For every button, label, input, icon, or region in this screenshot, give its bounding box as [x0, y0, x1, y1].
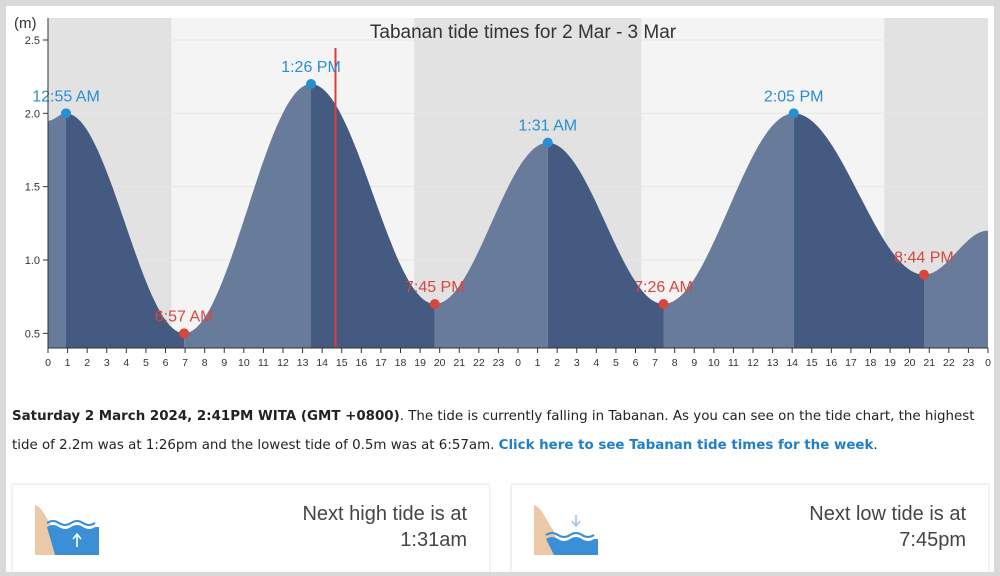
- y-tick-label-4: 2.5: [25, 35, 40, 47]
- x-tick-label-24: 0: [515, 357, 521, 369]
- next-high-tide-card: Next high tide is at 1:31am: [12, 484, 490, 572]
- high-tide-label-2: 1:26 PM: [281, 59, 341, 76]
- x-tick-label-1: 1: [65, 357, 71, 369]
- y-tick-label-1: 1.0: [25, 255, 40, 267]
- y-tick-label-2: 1.5: [25, 182, 40, 194]
- next-low-tide-time: 7:45pm: [899, 529, 966, 551]
- low-tide-point-7: [918, 269, 929, 280]
- falling-tide-area-7: [793, 113, 924, 348]
- x-tick-label-29: 5: [613, 357, 619, 369]
- x-tick-label-2: 2: [84, 357, 90, 369]
- current-date-time: Saturday 2 March 2024, 2:41PM WITA (GMT …: [12, 409, 400, 424]
- tide-description: Saturday 2 March 2024, 2:41PM WITA (GMT …: [12, 402, 992, 460]
- x-tick-label-19: 19: [414, 357, 426, 369]
- x-tick-label-15: 15: [336, 357, 348, 369]
- high-tide-label-0: 12:55 AM: [32, 88, 100, 105]
- x-tick-label-12: 12: [277, 357, 289, 369]
- x-tick-label-0: 0: [45, 357, 51, 369]
- falling-tide-area-1: [66, 113, 185, 348]
- x-tick-label-8: 8: [202, 357, 208, 369]
- high-tide-point-4: [542, 137, 553, 148]
- x-tick-label-6: 6: [163, 357, 169, 369]
- x-tick-label-47: 23: [963, 357, 975, 369]
- chart-title: Tabanan tide times for 2 Mar - 3 Mar: [370, 22, 677, 43]
- x-tick-label-28: 4: [593, 357, 599, 369]
- x-tick-label-13: 13: [297, 357, 309, 369]
- x-tick-label-45: 21: [923, 357, 935, 369]
- rising-tide-area-2: [184, 84, 311, 348]
- x-tick-label-42: 18: [865, 357, 877, 369]
- x-tick-label-3: 3: [104, 357, 110, 369]
- x-tick-label-44: 20: [904, 357, 916, 369]
- rising-tide-area-6: [663, 113, 794, 348]
- description-end: .: [873, 438, 878, 453]
- x-tick-label-30: 6: [633, 357, 639, 369]
- high-tide-label-6: 2:05 PM: [764, 88, 824, 105]
- x-tick-label-14: 14: [316, 357, 328, 369]
- rising-tide-area-4: [434, 142, 548, 348]
- low-tide-point-3: [429, 299, 440, 309]
- x-tick-label-25: 1: [535, 357, 541, 369]
- x-tick-label-20: 20: [434, 357, 446, 369]
- low-tide-label-1: 6:57 AM: [155, 308, 214, 325]
- low-tide-label-5: 7:26 AM: [634, 279, 693, 296]
- x-tick-label-5: 5: [143, 357, 149, 369]
- x-tick-label-4: 4: [123, 357, 129, 369]
- low-tide-point-1: [179, 328, 190, 339]
- description-body: . The tide is currently falling in Taban…: [12, 409, 975, 453]
- low-tide-point-5: [658, 299, 669, 309]
- x-tick-label-17: 17: [375, 357, 387, 369]
- high-tide-point-6: [788, 108, 799, 119]
- tide-chart: 12:55 AM 6:57 AM 1:26 PM 7:45 PM 1:31 AM 7:26…: [14, 15, 991, 369]
- x-tick-label-40: 16: [825, 357, 837, 369]
- y-tick-label-3: 2.0: [25, 108, 40, 120]
- x-tick-label-32: 8: [672, 357, 678, 369]
- y-tick-label-0: 0.5: [25, 328, 40, 340]
- low-tide-label-3: 7:45 PM: [405, 279, 465, 296]
- falling-tide-icon: [534, 505, 598, 555]
- next-high-tide-label: Next high tide is at: [302, 503, 467, 525]
- x-tick-label-43: 19: [884, 357, 896, 369]
- high-tide-point-0: [61, 108, 72, 119]
- x-tick-label-10: 10: [238, 357, 250, 369]
- x-tick-label-38: 14: [786, 357, 798, 369]
- x-tick-label-7: 7: [182, 357, 188, 369]
- next-low-tide-card: Next low tide is at 7:45pm: [511, 484, 989, 572]
- x-tick-label-18: 18: [395, 357, 407, 369]
- rising-tide-area-0: [48, 113, 66, 348]
- next-low-tide-label: Next low tide is at: [809, 503, 966, 525]
- x-tick-label-35: 11: [728, 357, 739, 369]
- x-tick-label-11: 11: [258, 357, 269, 369]
- x-tick-label-48: 0: [985, 357, 991, 369]
- high-tide-label-4: 1:31 AM: [518, 118, 577, 135]
- x-tick-label-41: 17: [845, 357, 857, 369]
- tide-page: 12:55 AM 6:57 AM 1:26 PM 7:45 PM 1:31 AM 7:26…: [6, 6, 994, 572]
- x-tick-label-34: 10: [708, 357, 720, 369]
- x-tick-label-46: 22: [943, 357, 955, 369]
- x-tick-label-37: 13: [767, 357, 779, 369]
- x-tick-label-36: 12: [747, 357, 759, 369]
- x-tick-label-33: 9: [691, 357, 697, 369]
- x-tick-label-31: 7: [652, 357, 658, 369]
- x-tick-label-21: 21: [453, 357, 465, 369]
- rising-tide-icon: [35, 505, 99, 555]
- falling-tide-area-3: [311, 84, 435, 348]
- low-tide-label-7: 8:44 PM: [894, 250, 954, 267]
- x-tick-label-9: 9: [221, 357, 227, 369]
- x-tick-label-26: 2: [554, 357, 560, 369]
- rising-tide-area-8: [924, 230, 988, 348]
- high-tide-point-2: [306, 79, 317, 89]
- x-tick-label-27: 3: [574, 357, 580, 369]
- next-high-tide-time: 1:31am: [400, 529, 467, 551]
- x-tick-label-39: 15: [806, 357, 818, 369]
- x-tick-label-23: 23: [493, 357, 505, 369]
- x-tick-label-22: 22: [473, 357, 485, 369]
- falling-tide-area-5: [547, 142, 664, 348]
- y-axis-unit: (m): [14, 15, 37, 32]
- week-tide-times-link[interactable]: Click here to see Tabanan tide times for…: [498, 438, 874, 453]
- x-tick-label-16: 16: [355, 357, 367, 369]
